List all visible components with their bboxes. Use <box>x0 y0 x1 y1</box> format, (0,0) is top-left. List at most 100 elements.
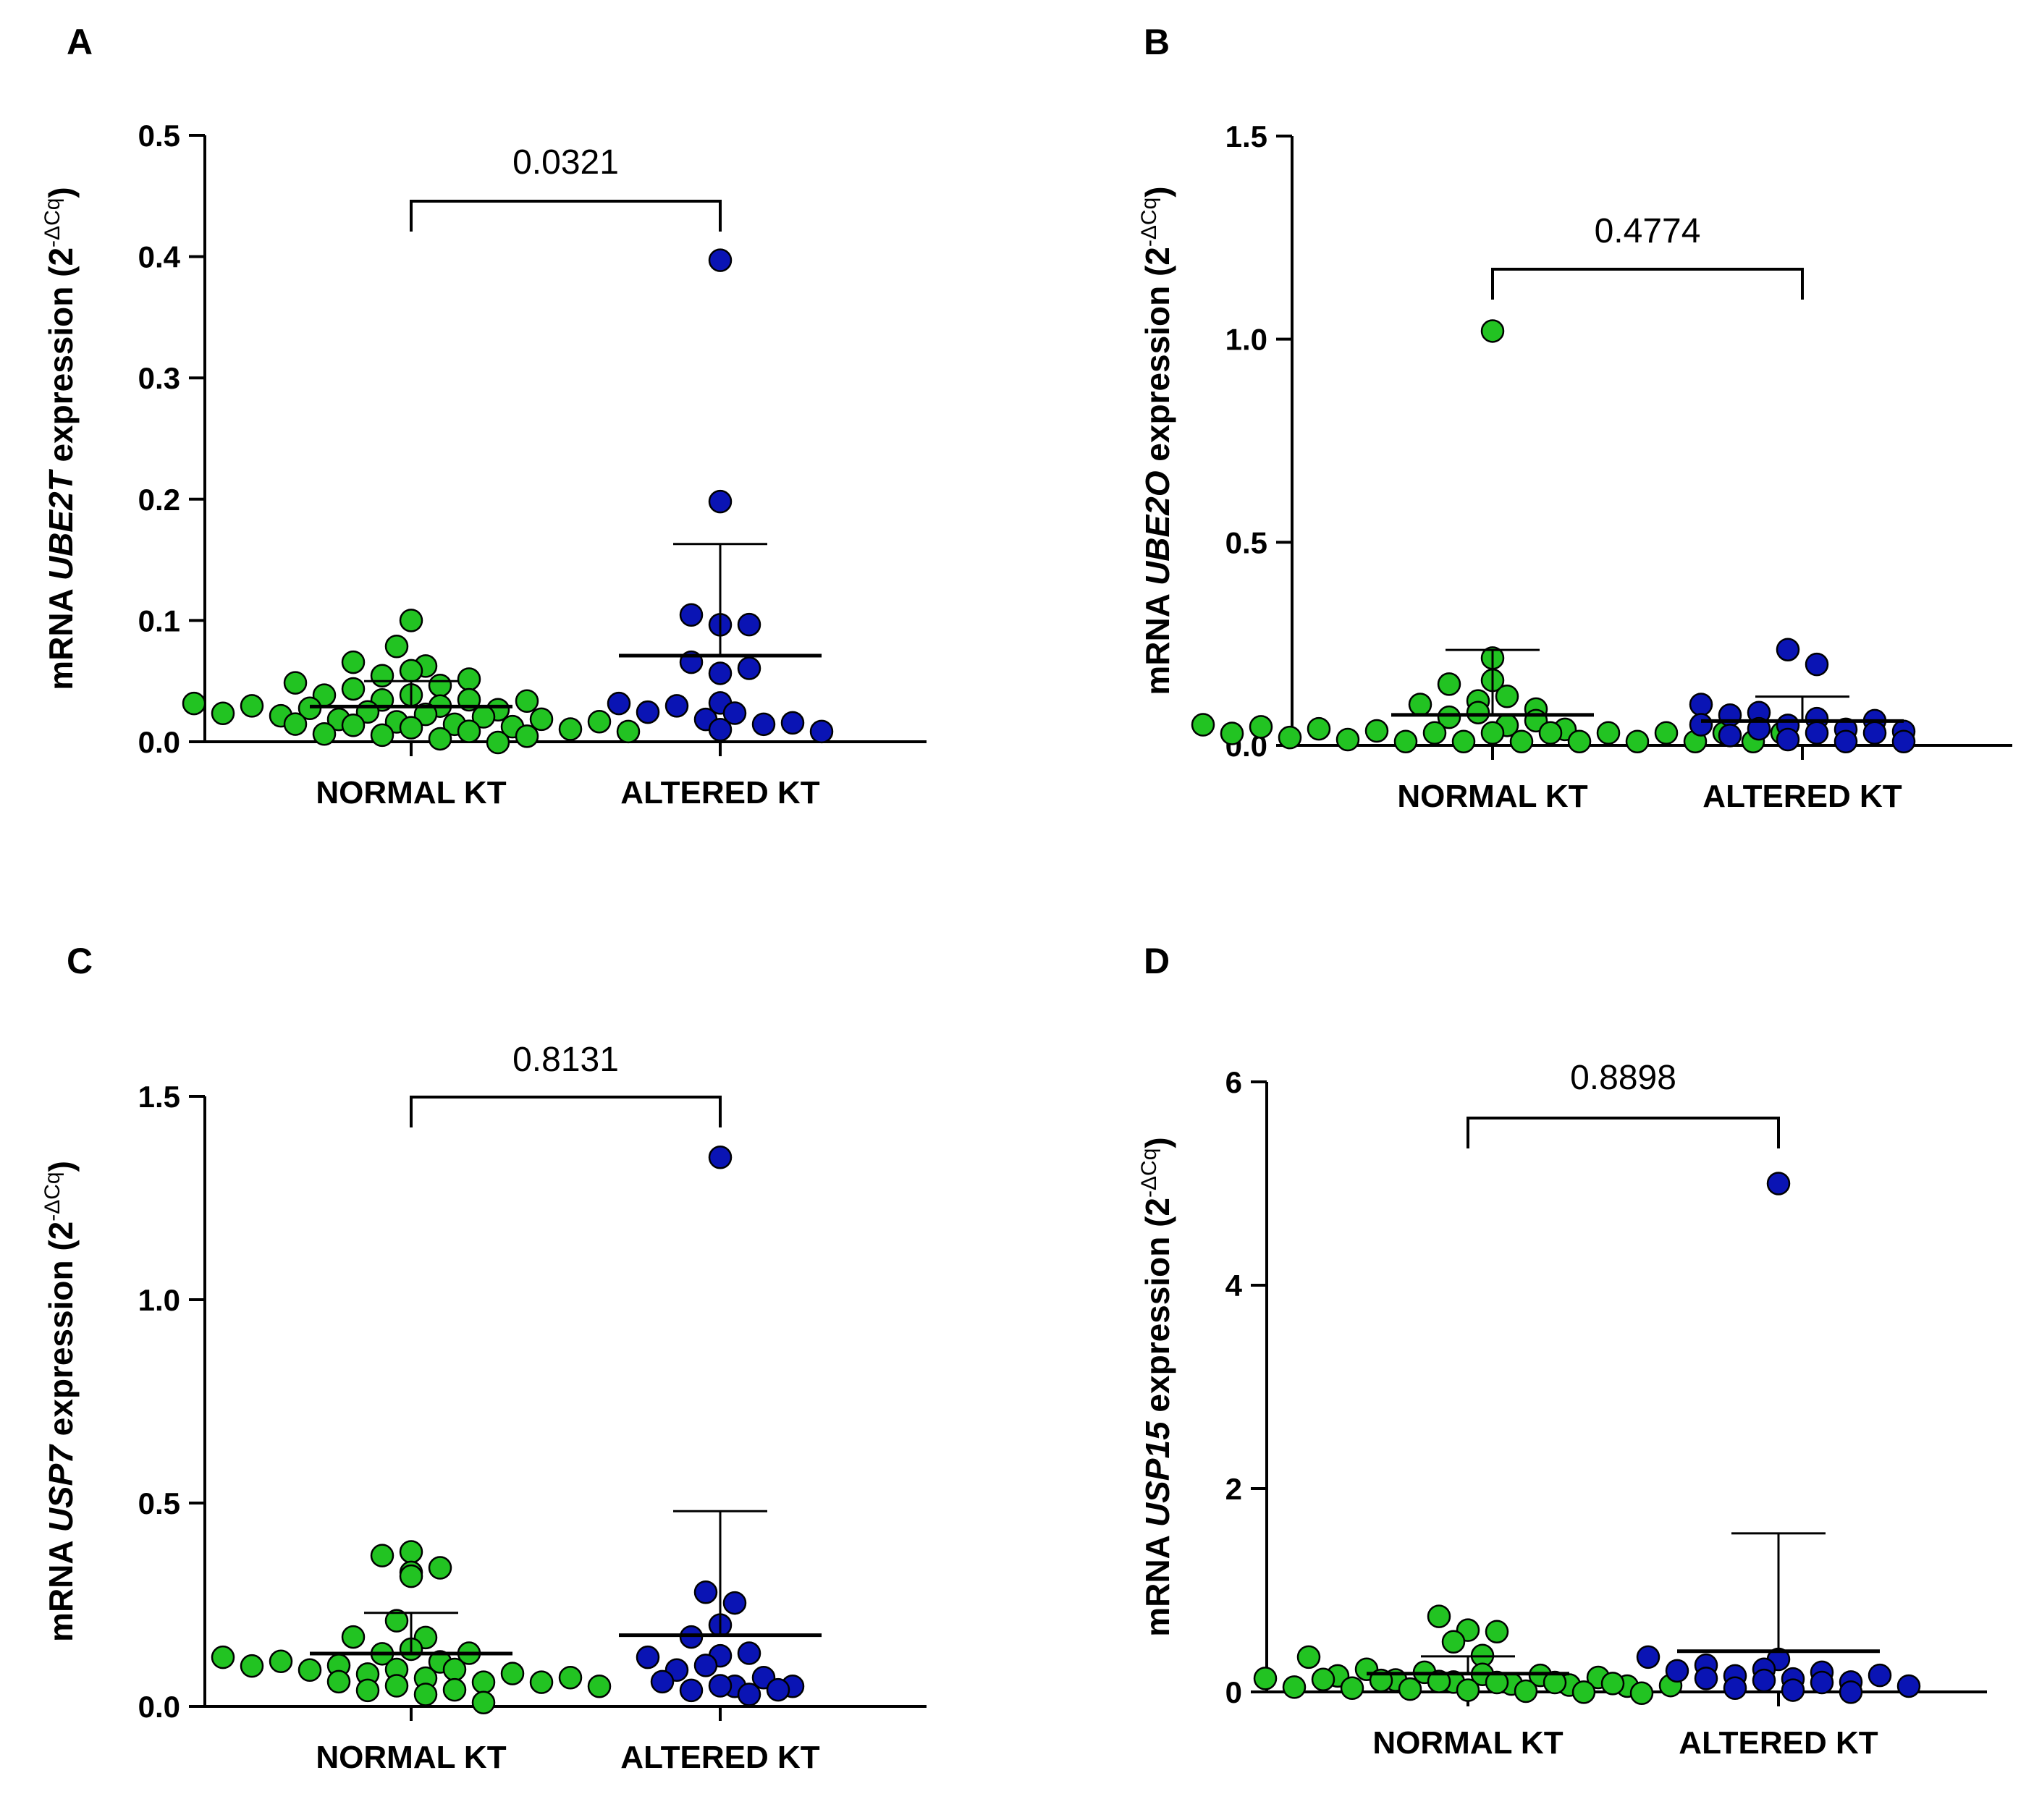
data-point <box>384 1609 409 1633</box>
y-tick-label: 0.4 <box>138 240 181 274</box>
data-point <box>341 713 366 737</box>
data-point <box>1249 715 1273 739</box>
y-label-close: ) <box>42 187 80 198</box>
data-point <box>1485 1670 1509 1695</box>
data-point <box>399 1564 423 1588</box>
category-label: NORMAL KT <box>316 1740 506 1775</box>
data-point <box>558 1666 583 1690</box>
y-axis-label: mRNA USP7 expression (2-ΔCq) <box>41 1161 80 1642</box>
data-point <box>1766 1172 1791 1195</box>
data-point <box>616 719 641 744</box>
y-label-suffix: expression (2 <box>1139 1198 1176 1421</box>
data-point <box>1805 721 1829 745</box>
data-point <box>737 1683 761 1706</box>
y-axis-label: mRNA UBE2O expression (2-ΔCq) <box>1137 186 1176 695</box>
p-value-label: 0.8131 <box>512 1041 619 1079</box>
data-point <box>471 1690 496 1715</box>
y-label-prefix: mRNA <box>42 1532 80 1642</box>
data-point <box>737 1641 761 1665</box>
y-tick-label: 1.5 <box>1225 119 1267 153</box>
data-point <box>1191 713 1215 737</box>
data-point <box>399 659 423 683</box>
p-value-label: 0.8898 <box>1570 1059 1676 1097</box>
data-point <box>240 1654 264 1678</box>
data-point <box>1253 1667 1278 1690</box>
data-point <box>1747 716 1771 741</box>
panel-label: A <box>67 22 93 62</box>
data-point <box>370 723 394 748</box>
y-tick-label: 2 <box>1225 1472 1242 1506</box>
data-point <box>1509 729 1534 754</box>
data-point <box>664 694 689 718</box>
panel-D: D 0 2 4 6 NORMAL KT ALTERED KT mRNA USP15 expre… <box>1137 941 1987 1761</box>
data-point <box>1625 729 1650 754</box>
data-point <box>1422 721 1447 745</box>
data-point <box>1466 701 1490 724</box>
data-point <box>1437 705 1461 729</box>
data-point <box>529 1670 554 1694</box>
data-point <box>211 1645 235 1669</box>
data-point <box>471 1670 496 1694</box>
p-value-label: 0.4774 <box>1595 212 1701 250</box>
y-tick-label: 6 <box>1225 1065 1242 1099</box>
data-point <box>1398 1677 1422 1701</box>
data-point <box>399 1540 423 1564</box>
data-point <box>1485 1620 1509 1643</box>
data-point <box>1654 721 1679 745</box>
y-tick-label: 0.1 <box>138 604 180 638</box>
data-point <box>1839 1680 1863 1704</box>
data-point <box>1495 685 1519 708</box>
data-point <box>636 1645 660 1669</box>
data-point <box>341 650 366 674</box>
panel-label: C <box>67 941 93 981</box>
data-point <box>457 667 481 691</box>
data-point <box>1278 725 1302 750</box>
category-label: ALTERED KT <box>1679 1725 1878 1761</box>
y-axis-label: mRNA UBE2T expression (2-ΔCq) <box>41 187 80 690</box>
y-tick-label: 1.0 <box>138 1283 180 1317</box>
y-tick-label: 0.5 <box>138 1486 180 1520</box>
y-label-superscript: -ΔCq <box>41 198 64 247</box>
data-point <box>722 1591 747 1615</box>
significance-bracket <box>410 200 722 232</box>
y-tick-label: 0.3 <box>138 361 180 395</box>
data-point <box>399 609 423 632</box>
data-point <box>1689 693 1713 716</box>
y-label-gene: UBE2O <box>1139 470 1176 585</box>
data-point <box>708 717 733 742</box>
data-point <box>809 719 834 744</box>
data-point <box>341 677 366 701</box>
data-point <box>636 700 660 724</box>
data-point <box>1567 729 1592 754</box>
y-label-superscript: -ΔCq <box>41 1172 64 1221</box>
data-point <box>297 1658 322 1683</box>
data-point <box>1427 1604 1451 1628</box>
category-label: NORMAL KT <box>316 775 506 810</box>
data-point <box>679 603 704 627</box>
y-label-gene: USP7 <box>42 1444 80 1533</box>
significance-bracket <box>1491 268 1804 300</box>
data-point <box>211 701 235 725</box>
data-point <box>1896 1674 1921 1698</box>
panel-C: C 0.0 0.5 1.0 1.5 NORMAL KT ALTERED KT mRNA USP… <box>41 941 927 1775</box>
data-point <box>1441 1630 1466 1654</box>
data-point <box>1752 1668 1776 1693</box>
y-tick-label: 4 <box>1225 1269 1243 1303</box>
data-point <box>370 664 394 688</box>
data-point <box>1571 1680 1596 1704</box>
data-point <box>1868 1663 1892 1688</box>
data-point <box>1538 721 1563 745</box>
data-point <box>1408 693 1432 716</box>
data-point <box>1833 729 1858 754</box>
y-label-close: ) <box>1139 1137 1176 1148</box>
data-point <box>283 712 308 736</box>
y-tick-label: 0.2 <box>138 483 180 517</box>
data-point <box>1723 1676 1747 1701</box>
data-point <box>737 612 761 637</box>
category-label: NORMAL KT <box>1397 779 1587 814</box>
data-point <box>355 1678 380 1703</box>
data-point <box>1543 1670 1567 1695</box>
data-point <box>693 1654 718 1677</box>
